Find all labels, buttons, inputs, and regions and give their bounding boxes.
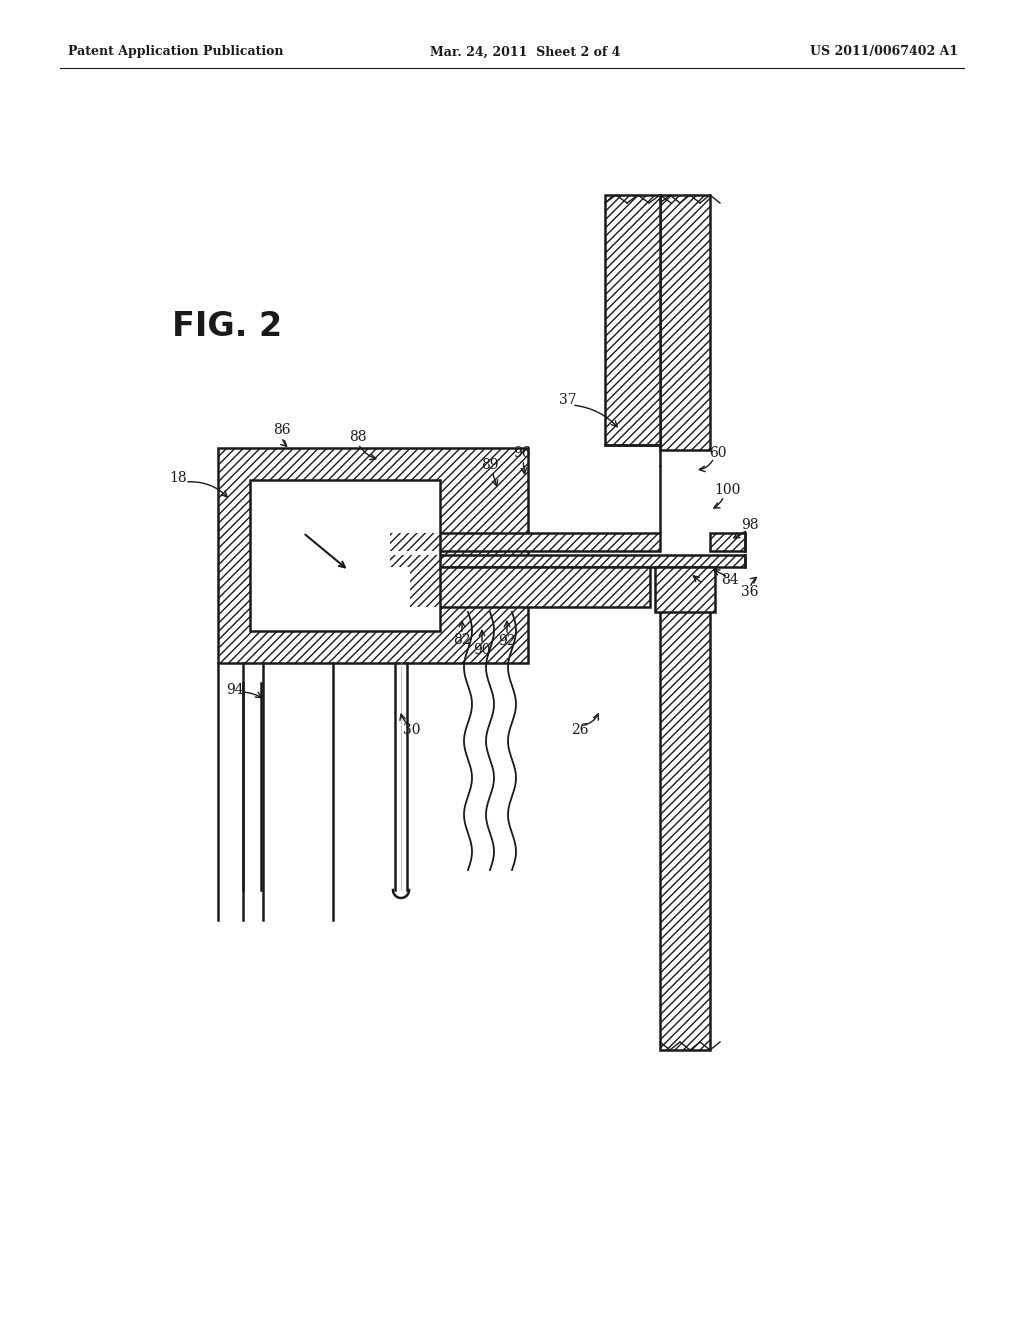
Text: 26: 26 <box>571 723 589 737</box>
Bar <box>218 447 528 663</box>
Bar <box>660 601 710 1049</box>
Text: 84: 84 <box>721 573 738 587</box>
Bar <box>660 195 710 450</box>
Bar <box>410 568 650 607</box>
Text: 88: 88 <box>349 430 367 444</box>
Bar <box>390 554 745 568</box>
Text: 82: 82 <box>454 634 471 647</box>
Text: 60: 60 <box>710 446 727 459</box>
Text: 18: 18 <box>169 471 186 484</box>
Text: 92: 92 <box>499 634 516 648</box>
Bar <box>710 533 745 550</box>
Bar <box>390 533 660 550</box>
Text: Mar. 24, 2011  Sheet 2 of 4: Mar. 24, 2011 Sheet 2 of 4 <box>430 45 621 58</box>
Bar <box>710 533 745 550</box>
Text: 30: 30 <box>403 723 421 737</box>
Text: 37: 37 <box>559 393 577 407</box>
Text: 94: 94 <box>226 682 244 697</box>
Text: 36: 36 <box>741 585 759 599</box>
Bar <box>605 195 660 445</box>
Text: 90: 90 <box>473 643 490 657</box>
Bar <box>605 195 660 445</box>
Text: 96: 96 <box>513 446 530 459</box>
Text: Patent Application Publication: Patent Application Publication <box>68 45 284 58</box>
Bar <box>390 554 745 568</box>
Bar <box>218 447 528 663</box>
Text: 100: 100 <box>715 483 741 498</box>
Bar <box>390 533 660 550</box>
Bar <box>655 568 715 612</box>
Text: US 2011/0067402 A1: US 2011/0067402 A1 <box>810 45 958 58</box>
Bar <box>660 195 710 450</box>
Text: 58: 58 <box>696 579 714 594</box>
Text: FIG. 2: FIG. 2 <box>172 310 283 343</box>
Bar <box>655 568 715 612</box>
Bar <box>660 601 710 1049</box>
Text: 89: 89 <box>481 458 499 473</box>
Bar <box>410 568 650 607</box>
Bar <box>250 480 440 631</box>
Text: 86: 86 <box>273 422 291 437</box>
Text: 98: 98 <box>741 517 759 532</box>
